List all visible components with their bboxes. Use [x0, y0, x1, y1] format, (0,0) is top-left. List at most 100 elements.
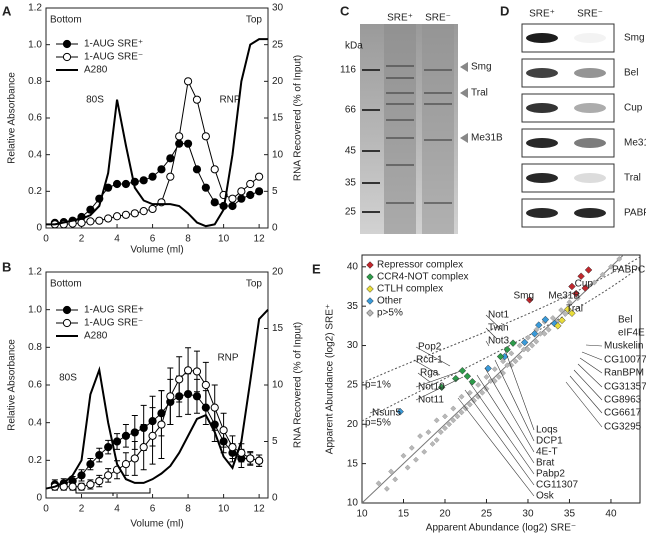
y2-axis-label: RNA Recovered (% of Input): [293, 55, 304, 181]
data-point: [520, 338, 529, 347]
unit-label: kDa: [345, 41, 363, 52]
y-tick-label: 0.4: [28, 149, 42, 160]
data-point: [68, 482, 77, 491]
data-point: [86, 460, 95, 469]
legend-label: 1-AUG SRE⁺: [84, 39, 143, 50]
data-point: [530, 329, 539, 338]
lane-label: SRE⁺: [387, 13, 413, 24]
leader-line: [457, 397, 535, 497]
y-axis-label: Relative Absorbance: [7, 339, 18, 431]
x-tick-label: 10: [356, 509, 368, 520]
data-point: [503, 345, 511, 354]
marker-label: 25: [345, 207, 357, 218]
data-point: [148, 172, 157, 181]
data-point: [537, 330, 544, 337]
y2-axis-label: RNA Recovered (% of Input): [293, 322, 304, 448]
y-axis-label: Relative Absorbance: [7, 72, 18, 164]
data-point: [554, 322, 562, 330]
data-point: [95, 476, 104, 486]
y-tick-label: 0.2: [28, 186, 42, 197]
data-point: [192, 165, 202, 174]
x-tick-label: 8: [185, 234, 191, 245]
row-label: Me31B: [624, 138, 646, 149]
point-label: Brat: [536, 458, 555, 469]
leader-line: [494, 359, 535, 442]
annotation: p=1%: [365, 380, 391, 391]
y-tick-label: 0: [36, 223, 42, 234]
leader-line: [573, 369, 603, 401]
lane-label: SRE⁺: [529, 9, 555, 20]
point-label: Not11: [418, 395, 444, 406]
data-point: [500, 358, 507, 365]
blot-band: [526, 33, 558, 43]
y-tick-label: 1.2: [28, 267, 42, 278]
data-point: [520, 346, 527, 353]
point-label: PABPC: [612, 265, 645, 276]
data-point: [412, 456, 419, 463]
point-label: Me31B: [548, 291, 580, 302]
data-point: [562, 311, 569, 318]
data-point: [166, 172, 175, 181]
data-point: [545, 326, 552, 333]
data-point: [166, 392, 175, 401]
panel-letter: B: [2, 259, 11, 274]
data-point: [437, 429, 444, 436]
data-point: [608, 263, 614, 270]
point-label: CG6617: [604, 408, 642, 419]
y-tick-label: 0.6: [28, 113, 42, 124]
blot-band: [574, 138, 606, 148]
x-tick-label: 20: [439, 509, 451, 520]
y2-tick-label: 10: [272, 149, 284, 160]
data-point: [566, 299, 573, 306]
data-point: [616, 255, 623, 262]
x-tick-label: 4: [114, 504, 120, 515]
blot-band: [574, 103, 606, 113]
annotation: RNP: [217, 353, 238, 364]
point-label: eIF4E: [618, 328, 645, 339]
data-point: [463, 372, 472, 380]
data-point: [166, 154, 175, 163]
data-point: [442, 413, 448, 420]
leader-line: [369, 408, 381, 414]
data-point: [255, 456, 264, 465]
leader-line: [581, 351, 603, 361]
data-point: [201, 380, 210, 390]
point-label: CG8963: [604, 395, 642, 406]
x-tick-label: 10: [218, 234, 230, 245]
point-label: Smg: [513, 291, 534, 302]
legend-label: 1-AUG SRE⁻: [84, 318, 143, 329]
data-point: [183, 77, 193, 86]
data-point: [228, 201, 237, 211]
panel-letter: C: [340, 3, 350, 18]
data-point: [458, 409, 465, 416]
leader-line: [413, 359, 441, 376]
y2-tick-label: 15: [272, 113, 284, 124]
y-tick-label: 0: [36, 493, 42, 504]
y-tick-label: 25: [347, 380, 359, 391]
x-tick-label: 12: [254, 504, 266, 515]
data-point: [509, 339, 517, 347]
data-point: [425, 429, 432, 436]
lane-label: SRE⁻: [425, 13, 451, 24]
blot-band: [574, 173, 606, 183]
data-point: [383, 485, 390, 492]
y-tick-label: 1.0: [28, 304, 42, 315]
y-tick-label: 1.2: [28, 3, 42, 14]
x-tick-label: 8: [185, 504, 191, 515]
x-tick-label: 40: [605, 509, 617, 520]
leader-line: [484, 367, 535, 453]
point-label: Muskelin: [604, 341, 643, 352]
point-label: CG10077: [604, 355, 646, 366]
legend-label: A280: [84, 65, 108, 76]
blot-band: [574, 208, 606, 218]
y2-tick-label: 25: [272, 39, 284, 50]
marker-label: 66: [345, 105, 357, 116]
data-point: [246, 454, 255, 463]
data-point: [495, 374, 502, 380]
data-point: [210, 165, 219, 174]
blot-band: [526, 208, 558, 218]
point-label: Not10: [418, 382, 445, 393]
legend-marker: [366, 309, 374, 317]
data-point: [525, 296, 534, 304]
band-label: Smg: [471, 62, 492, 73]
